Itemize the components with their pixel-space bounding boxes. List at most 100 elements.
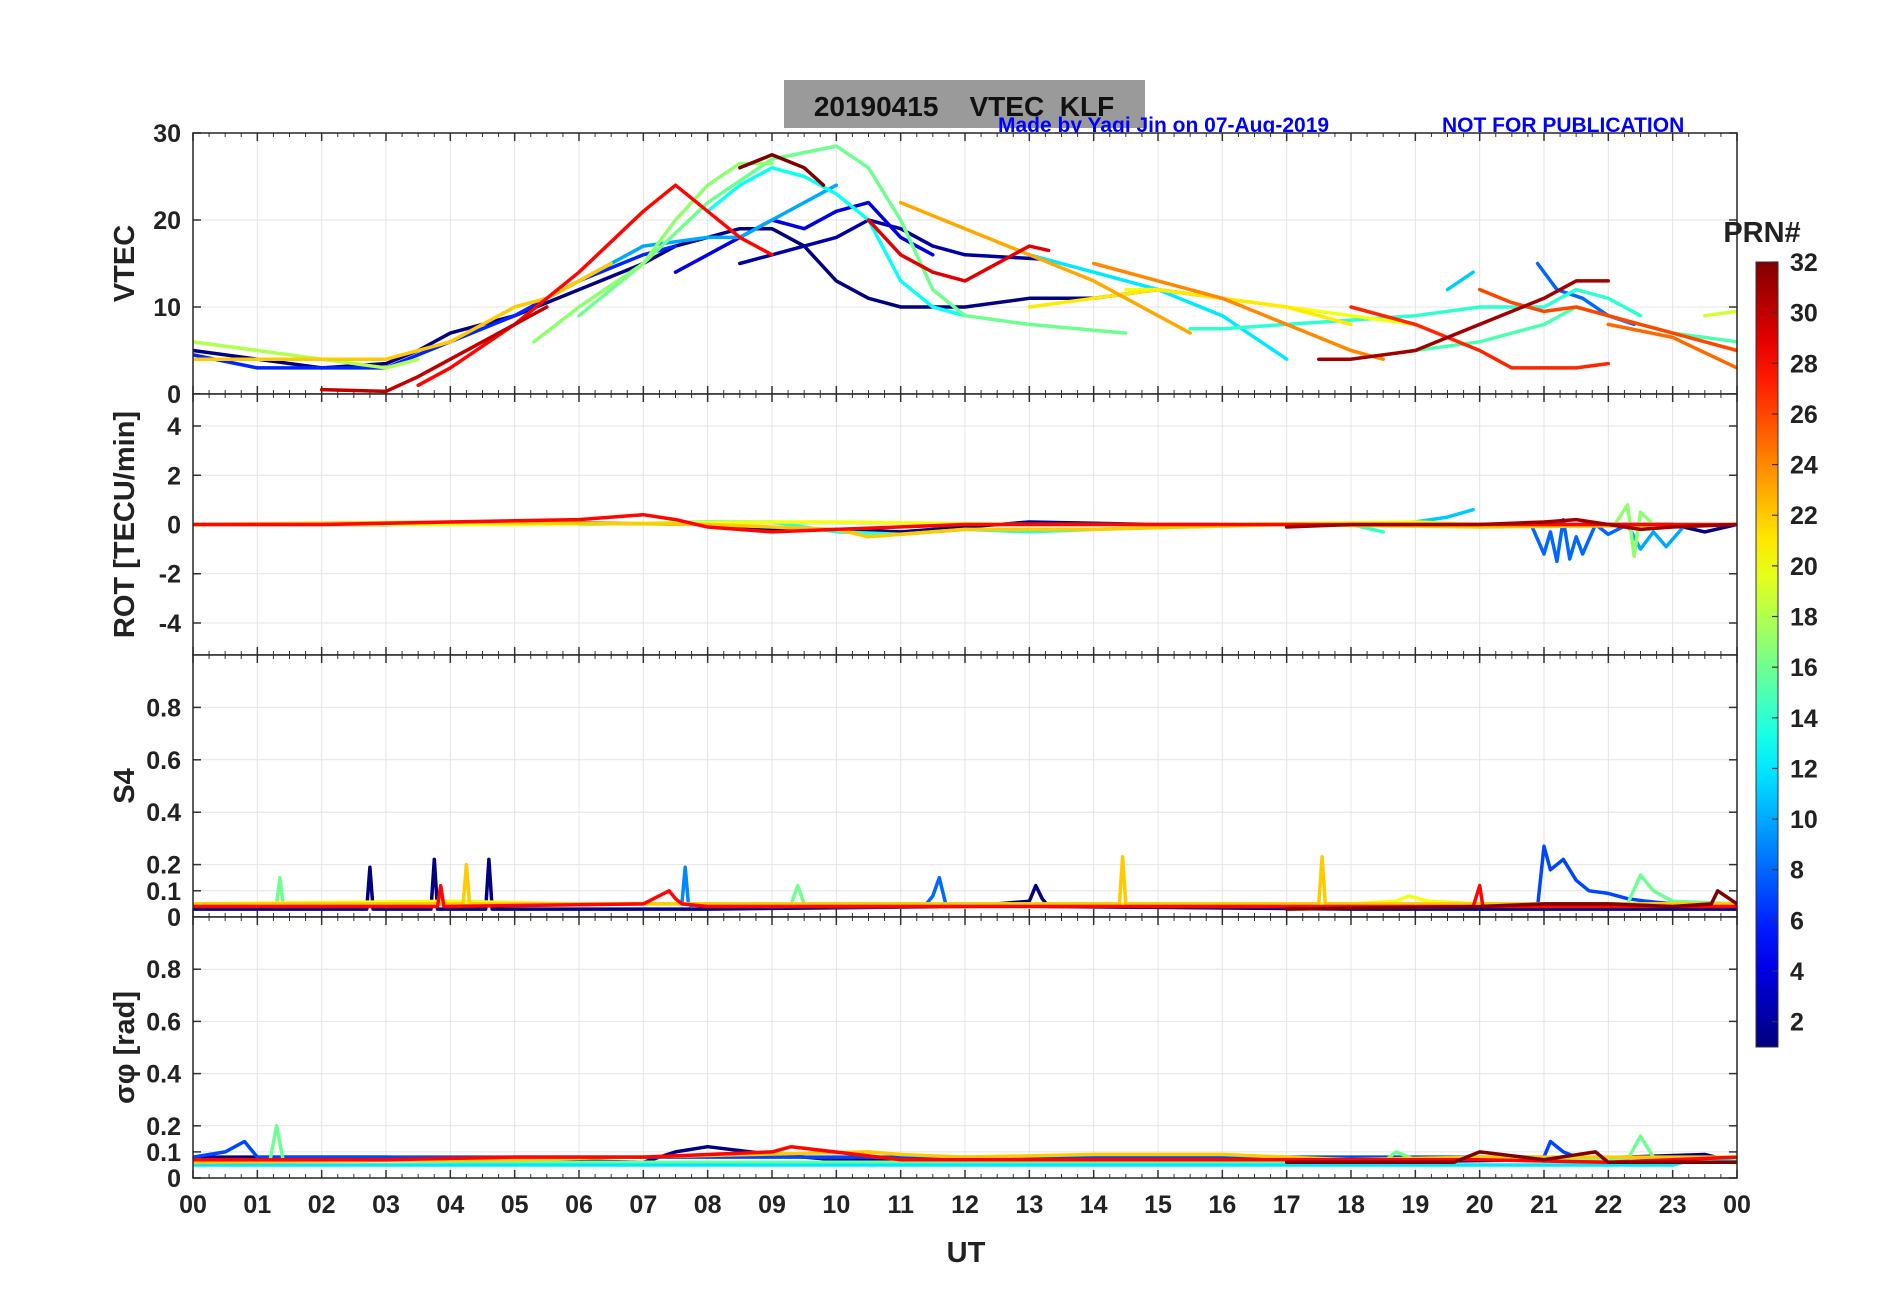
series-prn-16 (193, 873, 1737, 906)
series-prn-29 (866, 218, 1051, 283)
y-tick-label: 0.8 (146, 956, 181, 984)
series-prn-23 (898, 200, 1192, 335)
series-prn-16 (577, 144, 1128, 335)
credit-text: Made by Yaqi Jin on 07-Aug-2019 (998, 114, 1329, 137)
y-tick-label: 0 (167, 512, 181, 540)
axes-frame (192, 916, 1738, 1179)
y-tick-label: 10 (153, 294, 181, 322)
series-group (193, 844, 1737, 911)
notice-text: NOT FOR PUBLICATION (1442, 114, 1684, 137)
series-prn-27 (1349, 305, 1611, 370)
series-prn-17 (532, 161, 774, 344)
x-tick-label: 21 (1530, 1191, 1558, 1219)
series-prn-32 (738, 153, 826, 187)
series-group (193, 503, 1737, 564)
panel-rot: -4 -2 0 2 4 ROT [TECU/min] (109, 393, 1738, 656)
series-prn-32 (1284, 1150, 1737, 1165)
y-tick-label: 0.8 (146, 694, 181, 722)
series-prn-24 (1091, 261, 1385, 361)
panel-sigma_phi: 00.10.2 0.4 0.6 0.8σφ [rad] (109, 916, 1738, 1193)
y-tick-label: 0.2 (146, 852, 181, 880)
x-tick-label: 02 (308, 1191, 336, 1219)
colorbar-tick-label: 20 (1790, 553, 1818, 581)
series-prn-22 (193, 261, 613, 361)
colorbar-tick-label: 4 (1790, 958, 1804, 986)
series-group (193, 144, 1737, 394)
y-tick-label: 4 (167, 413, 181, 441)
x-tick-label: 17 (1273, 1191, 1301, 1219)
colorbar-tick-label: 2 (1790, 1009, 1804, 1037)
y-tick-label: 0.1 (146, 878, 181, 906)
series-prn-32 (1284, 889, 1737, 911)
y-tick-label: 0.4 (146, 799, 181, 827)
series-prn-31 (1284, 517, 1737, 532)
y-tick-label: 0.1 (146, 1139, 181, 1167)
x-tick-label: 14 (1080, 1191, 1108, 1219)
y-tick-label: 0.2 (146, 1113, 181, 1141)
colorbar-tick-label: 22 (1790, 502, 1818, 530)
x-axis-label: UT (947, 1237, 986, 1269)
x-tick-label: 01 (243, 1191, 271, 1219)
series-group (193, 1124, 1737, 1167)
series-prn-28 (416, 183, 774, 388)
y-tick-label: 0 (167, 904, 181, 932)
colorbar-gradient (1755, 261, 1779, 1048)
x-tick-label: 09 (758, 1191, 786, 1219)
colorbar-tick-label: 32 (1790, 249, 1818, 277)
y-tick-label: 0 (167, 1165, 181, 1193)
series-prn-28 (193, 512, 1737, 534)
series-prn-11 (1445, 270, 1475, 292)
y-tick-label: -2 (159, 561, 181, 589)
x-tick-label: 07 (629, 1191, 657, 1219)
y-tick-label: 0.4 (146, 1061, 181, 1089)
x-tick-label: 18 (1337, 1191, 1365, 1219)
colorbar-tick-label: 26 (1790, 401, 1818, 429)
y-tick-label: 0.6 (146, 747, 181, 775)
y-axis-label: σφ [rad] (109, 991, 141, 1104)
y-tick-label: 2 (167, 462, 181, 490)
series-prn-22 (193, 854, 1737, 906)
title-box (784, 80, 1145, 128)
series-prn-25 (1606, 322, 1737, 370)
panel-s4: 00.10.2 0.4 0.6 0.8 S4 (109, 654, 1738, 932)
y-axis-label: ROT [TECU/min] (109, 411, 141, 638)
colorbar-tick-label: 28 (1790, 350, 1818, 378)
x-tick-label: 15 (1144, 1191, 1172, 1219)
x-tick-label: 06 (565, 1191, 593, 1219)
series-prn-28 (193, 883, 1737, 909)
y-axis-label: VTEC (109, 225, 141, 302)
colorbar-tick-label: 24 (1790, 452, 1818, 480)
series-prn-19 (1703, 309, 1737, 318)
x-tick-label: 23 (1659, 1191, 1687, 1219)
x-tick-label: 00 (1723, 1191, 1751, 1219)
series-prn-28 (193, 1144, 1737, 1165)
y-tick-label: 20 (153, 207, 181, 235)
colorbar-tick-label: 6 (1790, 907, 1804, 935)
x-tick-label: 19 (1401, 1191, 1429, 1219)
y-tick-label: 30 (153, 120, 181, 148)
x-tick-label: 20 (1466, 1191, 1494, 1219)
panel-vtec: 0 10 20 30 VTEC (109, 120, 1738, 409)
x-tick-label: 22 (1594, 1191, 1622, 1219)
chart-title: 20190415 VTEC KLF (814, 91, 1114, 122)
colorbar-tick-label: 10 (1790, 806, 1818, 834)
y-axis-label: S4 (109, 768, 141, 803)
series-prn-13 (705, 166, 967, 318)
x-tick-label: 12 (951, 1191, 979, 1219)
x-tick-label: 00 (179, 1191, 207, 1219)
x-tick-label: 03 (372, 1191, 400, 1219)
series-prn-16 (193, 1124, 1737, 1165)
series-prn-30 (319, 305, 549, 394)
x-tick-label: 05 (501, 1191, 529, 1219)
x-tick-label: 08 (694, 1191, 722, 1219)
colorbar-tick-label: 8 (1790, 857, 1804, 885)
y-tick-label: 0.6 (146, 1008, 181, 1036)
series-prn-14 (1188, 287, 1643, 331)
colorbar-label: PRN# (1723, 217, 1800, 249)
y-tick-label: -4 (159, 610, 181, 638)
colorbar-tick-label: 14 (1790, 705, 1818, 733)
series-prn-7 (1535, 844, 1675, 909)
